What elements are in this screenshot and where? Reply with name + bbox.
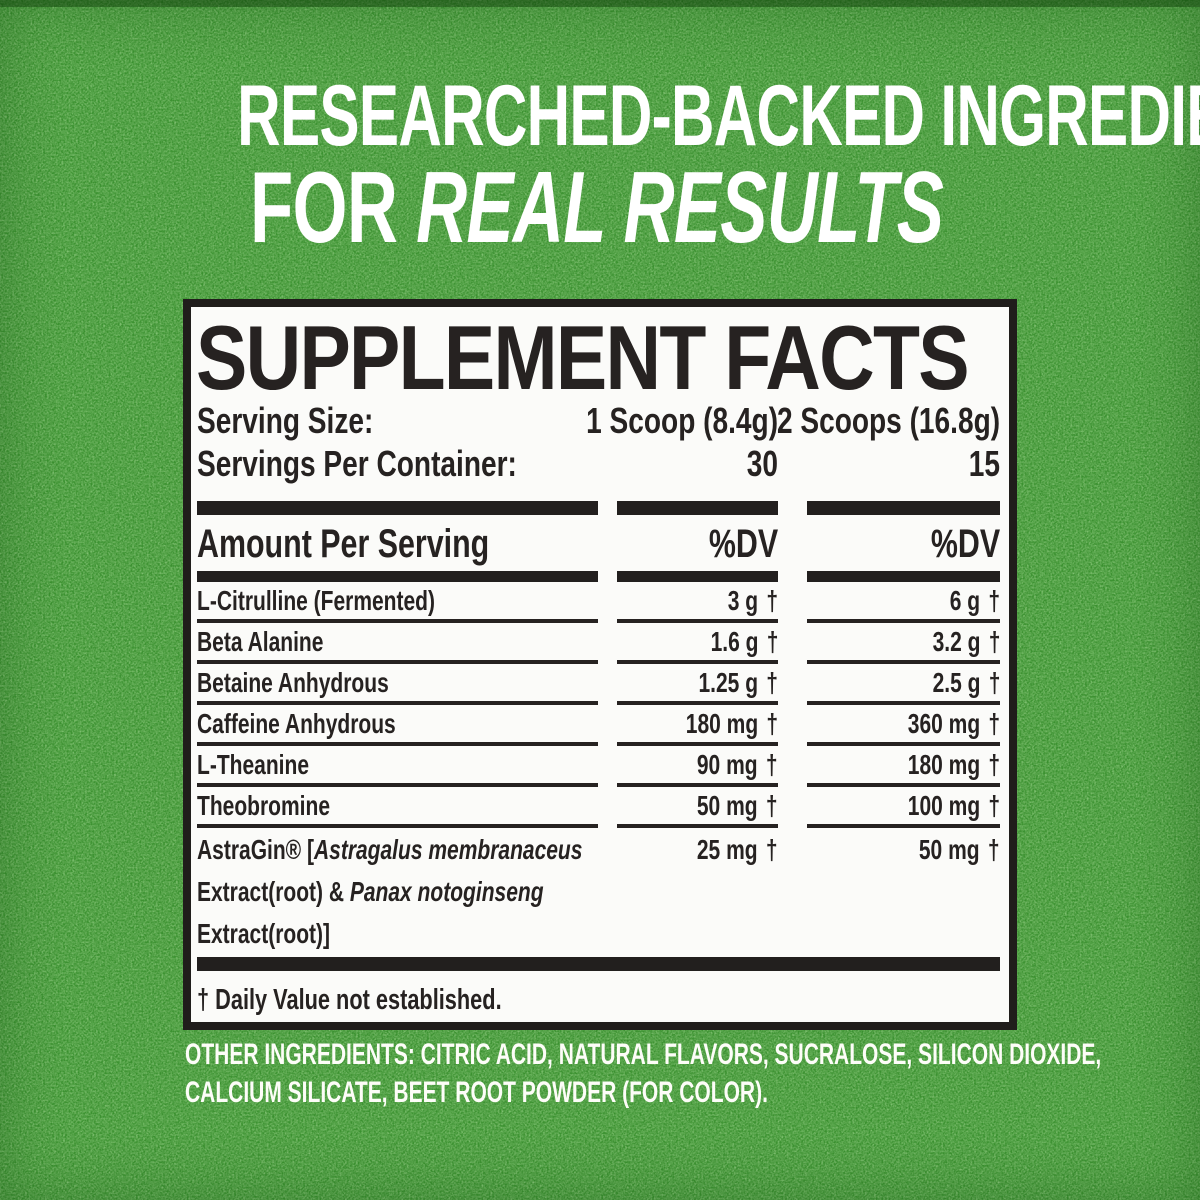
amount-2scoop: 6 g (949, 585, 981, 616)
dagger-symbol: † (988, 708, 1000, 739)
dagger-symbol: † (766, 749, 778, 780)
dagger-symbol: † (988, 667, 1000, 698)
supplement-facts-title: SUPPLEMENT FACTS (196, 308, 970, 409)
serving-size-label: Serving Size: (197, 400, 374, 441)
dagger-symbol: † (766, 667, 778, 698)
astragin-line1: AstraGin® [Astragalus membranaceus (197, 834, 583, 865)
astragin-botanical-2: Panax notoginseng (349, 876, 544, 907)
dagger-symbol: † (988, 626, 1000, 657)
amount-2scoop: 3.2 g (932, 626, 981, 657)
amount-1scoop: 3 g (727, 585, 759, 616)
dagger-symbol: † (766, 626, 778, 657)
ingredient-name: Theobromine (197, 790, 331, 821)
supplement-facts-inner: SUPPLEMENT FACTS Serving Size: 1 Scoop (… (191, 307, 1009, 1022)
dagger-symbol: † (988, 790, 1000, 821)
amount-2scoop: 180 mg (907, 749, 981, 780)
other-ingredients: OTHER INGREDIENTS: CITRIC ACID, NATURAL … (185, 1036, 1185, 1112)
amount-1scoop: 50 mg (697, 790, 759, 821)
ingredient-name: Caffeine Anhydrous (197, 708, 396, 739)
dagger-symbol: † (766, 585, 778, 616)
divider-bar-bottom (197, 957, 1000, 971)
astragin-botanical-1: Astragalus membranaceus (313, 834, 583, 865)
servings-per-container-row: Servings Per Container: 30 15 (197, 442, 1000, 485)
other-ingredients-line1: OTHER INGREDIENTS: CITRIC ACID, NATURAL … (185, 1038, 1102, 1071)
dagger-symbol: † (988, 834, 1000, 865)
amount-2scoop: 50 mg (919, 834, 981, 865)
servings-per-container-label: Servings Per Container: (197, 443, 517, 484)
amount-1scoop: 1.25 g (698, 667, 759, 698)
astragin-line2: Extract(root) & Panax notoginseng (197, 876, 544, 907)
amount-2scoop: 2.5 g (932, 667, 981, 698)
column-header-row: Amount Per Serving %DV %DV (197, 520, 1000, 568)
dagger-symbol: † (988, 585, 1000, 616)
dagger-symbol: † (766, 834, 778, 865)
serving-size-scoop2: 2 Scoops (16.8g) (776, 400, 1000, 441)
table-row-caffeine: Caffeine Anhydrous 180 mg † 360 mg † (191, 705, 1009, 746)
ingredient-name: L-Citrulline (Fermented) (197, 585, 436, 616)
dv-header-col1: %DV (708, 522, 778, 566)
headline: RESEARCHED-BACKED INGREDIENTS FOR REAL R… (0, 72, 1200, 259)
headline-line2-text: FOR REAL RESULTS (250, 158, 950, 259)
servings-count-1scoop: 30 (746, 443, 778, 484)
amount-per-serving-header: Amount Per Serving (197, 522, 490, 566)
headline-line2: FOR REAL RESULTS (0, 158, 1200, 259)
headline-line2-prefix: FOR (249, 152, 416, 264)
servings-count-2scoop: 15 (968, 443, 1000, 484)
amount-1scoop: 180 mg (685, 708, 759, 739)
supplement-facts-panel: SUPPLEMENT FACTS Serving Size: 1 Scoop (… (183, 299, 1017, 1030)
ingredient-name: Betaine Anhydrous (197, 667, 389, 698)
headline-line1-text: RESEARCHED-BACKED INGREDIENTS (237, 68, 1200, 164)
table-row-theobromine: Theobromine 50 mg † 100 mg † (191, 787, 1009, 828)
amount-1scoop: 1.6 g (710, 626, 759, 657)
astragin-line3: Extract(root)] (197, 918, 331, 949)
daily-value-footnote: † Daily Value not established. (197, 984, 502, 1016)
amount-2scoop: 360 mg (907, 708, 981, 739)
ingredient-name: L-Theanine (197, 749, 310, 780)
ingredient-rows: L-Citrulline (Fermented) 3 g † 6 g † Beta … (191, 582, 1009, 828)
table-row-l-citrulline: L-Citrulline (Fermented) 3 g † 6 g † (191, 582, 1009, 623)
dagger-symbol: † (766, 708, 778, 739)
headline-line2-emphasis: REAL RESULTS (415, 152, 944, 264)
headline-line1: RESEARCHED-BACKED INGREDIENTS (0, 72, 1200, 160)
other-ingredients-line2: CALCIUM SILICATE, BEET ROOT POWDER (FOR … (185, 1076, 768, 1109)
amount-2scoop: 100 mg (907, 790, 981, 821)
divider-bars-header (197, 571, 1000, 582)
amount-1scoop: 90 mg (697, 749, 759, 780)
table-row-betaine: Betaine Anhydrous 1.25 g † 2.5 g † (191, 664, 1009, 705)
serving-info: Serving Size: 1 Scoop (8.4g) 2 Scoops (1… (197, 399, 1000, 485)
table-row-l-theanine: L-Theanine 90 mg † 180 mg † (191, 746, 1009, 787)
serving-size-scoop1: 1 Scoop (8.4g) (586, 400, 778, 441)
amount-1scoop: 25 mg (697, 834, 759, 865)
dagger-symbol: † (766, 790, 778, 821)
table-row-astragin: AstraGin® [Astragalus membranaceus Extra… (197, 829, 1000, 955)
top-edge-shade (0, 0, 1200, 7)
dagger-symbol: † (988, 749, 1000, 780)
serving-size-row: Serving Size: 1 Scoop (8.4g) 2 Scoops (1… (197, 399, 1000, 442)
table-row-beta-alanine: Beta Alanine 1.6 g † 3.2 g † (191, 623, 1009, 664)
dv-header-col2: %DV (930, 522, 1000, 566)
ingredient-name: Beta Alanine (197, 626, 324, 657)
divider-bars-top (197, 501, 1000, 515)
